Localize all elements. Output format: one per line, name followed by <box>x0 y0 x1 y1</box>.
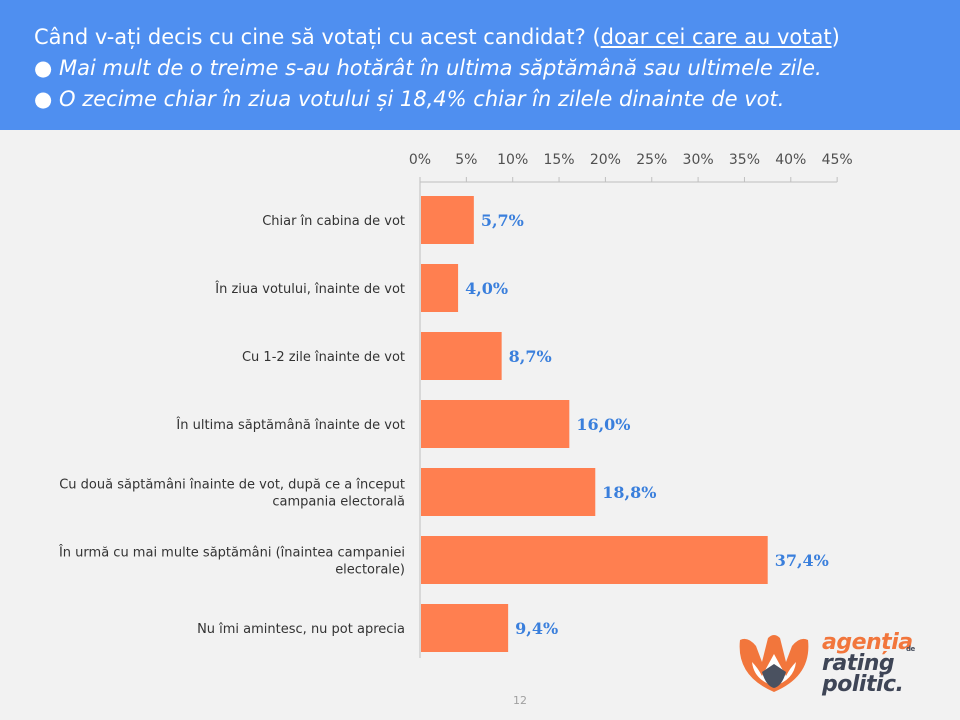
logo-de: de <box>906 645 915 653</box>
data-label: 4,0% <box>465 279 508 298</box>
bar <box>421 400 570 448</box>
category-label: În urmă cu mai multe săptămâni (înaintea… <box>58 545 405 578</box>
header-bullet-1: ● Mai mult de o treime s-au hotărât în u… <box>34 56 822 80</box>
data-label: 5,7% <box>481 211 524 230</box>
x-tick-label: 5% <box>455 152 477 168</box>
x-tick-label: 45% <box>822 152 853 168</box>
x-tick-label: 10% <box>497 152 528 168</box>
data-label: 37,4% <box>775 551 829 570</box>
logo-mark-icon <box>739 635 809 692</box>
header-banner: Când v-ați decis cu cine să votați cu ac… <box>0 0 960 130</box>
x-tick-label: 20% <box>590 152 621 168</box>
header-question: Când v-ați decis cu cine să votați cu ac… <box>34 25 586 49</box>
x-tick-label: 25% <box>636 152 667 168</box>
header-bullet-2: ● O zecime chiar în ziua votului și 18,4… <box>34 87 785 111</box>
category-label-line: campania electorală <box>272 495 405 510</box>
bar <box>421 332 502 380</box>
x-tick-label: 30% <box>683 152 714 168</box>
category-label: Cu două săptămâni înainte de vot, după c… <box>59 478 405 510</box>
category-label: Chiar în cabina de vot <box>262 214 405 229</box>
category-label-line: În ziua votului, înainte de vot <box>214 281 405 297</box>
category-label-line: Nu îmi amintesc, nu pot aprecia <box>197 622 405 637</box>
category-label: Cu 1-2 zile înainte de vot <box>242 350 405 365</box>
logo-line-3: politic. <box>822 672 904 697</box>
logo-line-2: rating <box>822 651 895 676</box>
data-label: 16,0% <box>576 415 630 434</box>
x-tick-label: 15% <box>543 152 574 168</box>
x-tick-label: 35% <box>729 152 760 168</box>
logo-wordmark: agenția de rating politic. <box>822 630 915 697</box>
category-label-line: În ultima săptămână înainte de vot <box>175 417 405 433</box>
category-label: În ziua votului, înainte de vot <box>214 281 405 297</box>
bar <box>421 536 768 584</box>
category-label-line: electorale) <box>335 563 405 578</box>
category-label-line: În urmă cu mai multe săptămâni (înaintea… <box>58 545 405 561</box>
header-qualifier: doar cei care au votat <box>600 25 832 49</box>
x-tick-label: 40% <box>775 152 806 168</box>
category-label: În ultima săptămână înainte de vot <box>175 417 405 433</box>
agentia-rating-politic-logo: agenția de rating politic. <box>730 628 950 703</box>
header-question-line: Când v-ați decis cu cine să votați cu ac… <box>34 22 960 53</box>
logo-line-1: agenția <box>822 630 913 655</box>
x-tick-label: 0% <box>409 152 431 168</box>
data-label: 8,7% <box>509 347 552 366</box>
category-label-line: Chiar în cabina de vot <box>262 214 405 229</box>
category-label: Nu îmi amintesc, nu pot aprecia <box>197 622 405 637</box>
qualifier-open: ( <box>585 25 601 49</box>
category-label-line: Cu 1-2 zile înainte de vot <box>242 350 405 365</box>
data-label: 9,4% <box>515 619 558 638</box>
bar <box>421 604 509 652</box>
bar <box>421 196 474 244</box>
qualifier-close: ) <box>831 25 840 49</box>
category-label-line: Cu două săptămâni înainte de vot, după c… <box>59 478 405 493</box>
bar <box>421 264 459 312</box>
bar <box>421 468 596 516</box>
page-number: 12 <box>513 694 527 707</box>
data-label: 18,8% <box>602 483 656 502</box>
